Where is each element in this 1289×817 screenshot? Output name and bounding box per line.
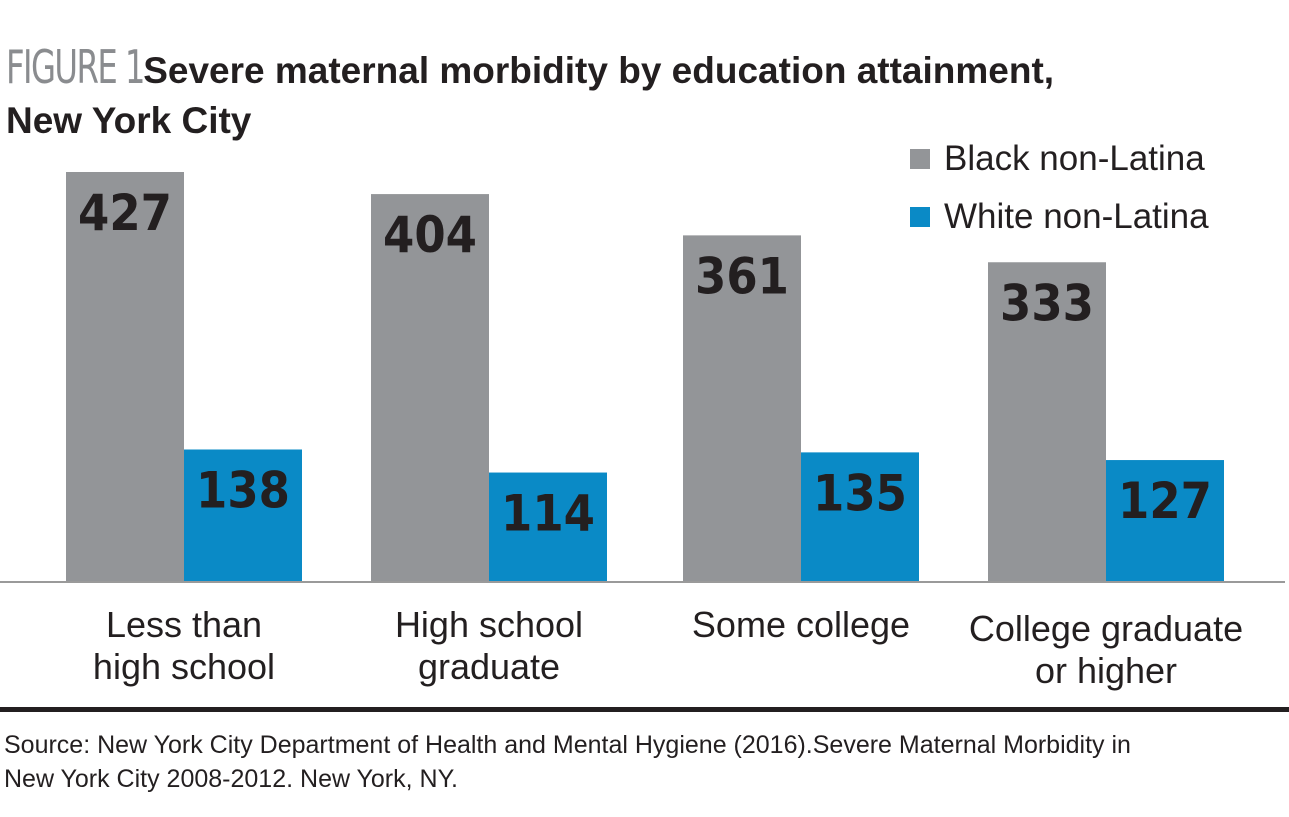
chart-title: Severe maternal morbidity by education a… bbox=[143, 50, 1055, 91]
bar-black-3 bbox=[988, 262, 1106, 582]
bar-value-label-white-3: 127 bbox=[1118, 472, 1212, 530]
legend-swatch-white bbox=[910, 207, 930, 227]
figure-label: FIGURE 1 bbox=[6, 40, 145, 94]
category-label-0-line-1: high school bbox=[93, 646, 275, 687]
bar-white-0 bbox=[184, 449, 302, 582]
bar-value-label-black-3: 333 bbox=[1000, 274, 1094, 332]
source-line-1: Source: New York City Department of Heal… bbox=[4, 731, 1131, 759]
footer-divider bbox=[0, 707, 1289, 712]
legend-item-black: Black non-Latina bbox=[910, 130, 1209, 188]
bar-value-label-white-1: 114 bbox=[501, 485, 595, 543]
bar-value-label-black-2: 361 bbox=[695, 247, 789, 305]
legend-label-black: Black non-Latina bbox=[944, 139, 1205, 178]
bar-black-0 bbox=[66, 172, 184, 582]
legend-label-white: White non-Latina bbox=[944, 197, 1209, 236]
legend-swatch-black bbox=[910, 149, 930, 169]
category-label-1-line-1: graduate bbox=[418, 646, 560, 687]
bar-value-label-black-0: 427 bbox=[78, 184, 172, 242]
bar-white-2 bbox=[801, 452, 919, 582]
category-label-3-line-1: or higher bbox=[1035, 650, 1177, 691]
bar-value-label-white-2: 135 bbox=[813, 464, 907, 522]
source-note: Source: New York City Department of Heal… bbox=[4, 728, 1284, 796]
bar-value-label-black-1: 404 bbox=[383, 206, 477, 264]
category-label-3-line-0: College graduate bbox=[969, 608, 1243, 649]
bar-white-1 bbox=[489, 472, 607, 582]
bar-black-2 bbox=[683, 235, 801, 582]
source-line-2: New York City 2008-2012. New York, NY. bbox=[4, 765, 458, 793]
bar-white-3 bbox=[1106, 460, 1224, 582]
legend-item-white: White non-Latina bbox=[910, 188, 1209, 246]
bar-value-label-white-0: 138 bbox=[196, 461, 290, 519]
chart-title-line2: New York City bbox=[6, 100, 252, 141]
category-label-0-line-0: Less than bbox=[106, 604, 262, 645]
bar-black-1 bbox=[371, 194, 489, 583]
category-label-1-line-0: High school bbox=[395, 604, 583, 645]
chart-title-block: FIGURE 1 Severe maternal morbidity by ed… bbox=[6, 40, 1276, 96]
category-label-2-line-0: Some college bbox=[692, 604, 910, 645]
legend: Black non-Latina White non-Latina bbox=[910, 130, 1209, 246]
